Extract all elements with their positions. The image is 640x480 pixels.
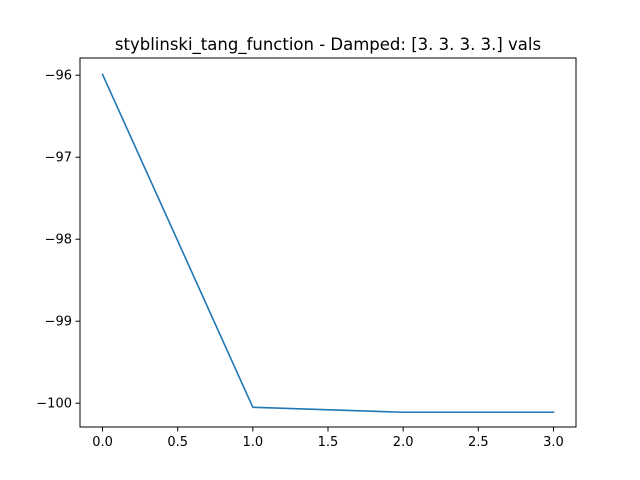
x-tick-label: 0.0 — [92, 435, 113, 450]
x-tick-label: 2.0 — [393, 435, 414, 450]
x-axis-ticks: 0.0 0.5 1.0 1.5 2.0 2.5 3.0 — [92, 427, 564, 450]
x-tick-label: 2.5 — [468, 435, 489, 450]
x-tick-label: 1.5 — [318, 435, 339, 450]
x-tick-label: 0.5 — [167, 435, 188, 450]
y-tick-label: −100 — [36, 397, 72, 412]
x-tick-label: 3.0 — [543, 435, 564, 450]
y-tick-label: −96 — [45, 69, 72, 84]
chart-title: styblinski_tang_function - Damped: [3. 3… — [115, 35, 541, 55]
x-tick-label: 1.0 — [243, 435, 264, 450]
y-tick-label: −97 — [45, 151, 72, 166]
series-layer — [101, 73, 555, 414]
series-line-0 — [101, 73, 555, 414]
y-axis-ticks: −96 −97 −98 −99 −100 — [36, 69, 80, 412]
y-tick-label: −98 — [45, 233, 72, 248]
y-tick-label: −99 — [45, 315, 72, 330]
plot-area-frame — [79, 57, 577, 428]
